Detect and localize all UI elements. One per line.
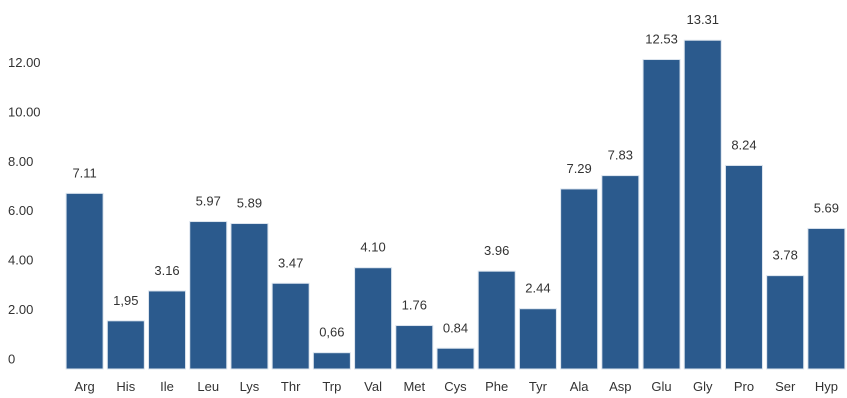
data-label-tyr: 2.44 [525,281,550,296]
x-tick-label-gly: Gly [693,379,713,394]
bar-tyr [518,308,557,370]
x-tick-label-cys: Cys [444,379,467,394]
bar-thr [271,282,310,370]
bar-ile [148,290,187,370]
bar-his [106,320,145,370]
data-label-ser: 3.78 [773,248,798,263]
bar-lys [230,223,269,370]
x-tick-label-ser: Ser [775,379,796,394]
x-tick-label-trp: Trp [322,379,341,394]
bar-met [395,325,434,370]
x-tick-label-his: His [116,379,135,394]
data-label-leu: 5.97 [196,194,221,209]
x-tick-label-phe: Phe [485,379,508,394]
bar-cys [436,347,475,370]
x-tick-label-hyp: Hyp [815,379,838,394]
bar-ser [766,275,805,370]
x-tick-label-ile: Ile [160,379,174,394]
bar-glu [642,59,681,370]
bar-pro [724,164,763,370]
data-label-arg: 7.11 [72,165,96,180]
bar-gly [683,39,722,370]
data-label-asp: 7.83 [608,148,633,163]
data-label-ile: 3.16 [154,263,179,278]
data-label-lys: 5.89 [237,196,262,211]
bar-val [354,267,393,370]
bar-hyp [807,227,846,370]
data-label-val: 4.10 [360,240,385,255]
x-tick-label-glu: Glu [651,379,671,394]
x-tick-label-leu: Leu [197,379,219,394]
x-tick-label-pro: Pro [734,379,754,394]
data-label-cys: 0.84 [443,320,468,335]
data-label-gly: 13.31 [686,12,719,27]
x-tick-label-met: Met [403,379,425,394]
data-label-his: 1,95 [113,293,138,308]
x-tick-label-arg: Arg [74,379,94,394]
y-tick-label: 8.00 [8,154,33,169]
data-label-ala: 7.29 [566,161,591,176]
x-tick-label-ala: Ala [570,379,590,394]
y-axis-ticks: 0 2.00 4.00 6.00 8.00 10.00 12.00 [8,55,41,366]
bar-leu [189,221,228,370]
data-label-phe: 3.96 [484,243,509,258]
x-axis-labels: Arg His Ile Leu Lys Thr Trp Val Met Cys Phe Tyr Ala A… [74,379,837,394]
y-tick-label: 4.00 [8,253,33,268]
bar-asp [601,175,640,370]
x-tick-label-lys: Lys [240,379,260,394]
data-label-thr: 3.47 [278,255,303,270]
x-tick-label-tyr: Tyr [529,379,548,394]
data-label-met: 1.76 [402,298,427,313]
y-tick-label: 6.00 [8,203,33,218]
data-label-trp: 0,66 [319,325,344,340]
x-tick-label-thr: Thr [281,379,301,394]
bar-series [65,39,846,370]
data-label-glu: 12.53 [645,32,678,47]
data-label-pro: 8.24 [731,137,756,152]
bar-trp [312,352,351,370]
y-tick-label: 2.00 [8,302,33,317]
y-tick-label: 0 [8,351,15,366]
y-tick-label: 12.00 [8,55,41,70]
data-labels: 7.11 1,95 3.16 5.97 5.89 3.47 0,66 4.10 1.76 0.84… [72,12,839,339]
bar-arg [65,192,104,370]
data-label-hyp: 5.69 [814,200,839,215]
y-tick-label: 10.00 [8,104,41,119]
bar-ala [560,188,599,370]
bar-phe [477,270,516,370]
x-tick-label-val: Val [364,379,382,394]
x-tick-label-asp: Asp [609,379,631,394]
